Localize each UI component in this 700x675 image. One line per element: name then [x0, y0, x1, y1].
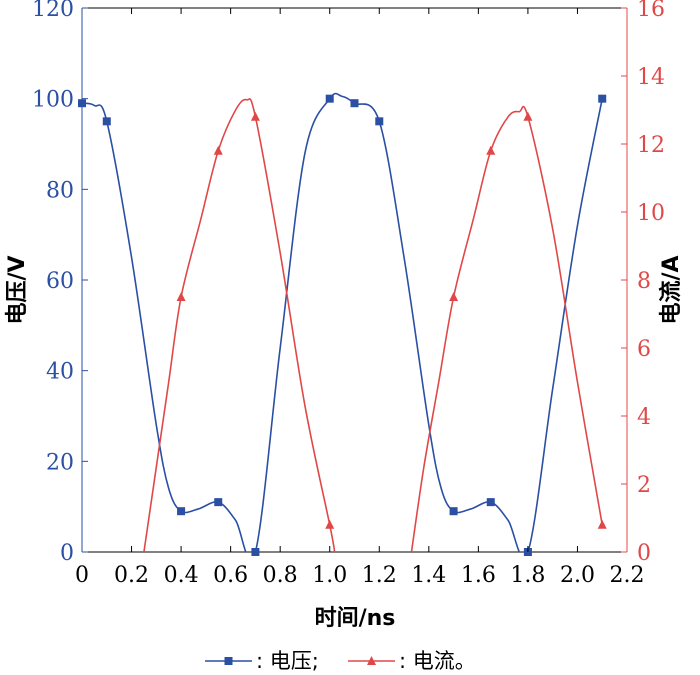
series-line-current	[143, 98, 336, 552]
y-left-tick-label: 100	[32, 88, 74, 113]
series-line-voltage	[82, 92, 604, 552]
data-point-voltage	[325, 94, 334, 103]
x-tick-label: 0.6	[213, 563, 248, 588]
data-point-current	[486, 145, 496, 155]
y-axis-left: 0 20 40 60 80 100 120	[32, 0, 88, 566]
data-point-current	[523, 111, 533, 121]
x-tick-label: 1.4	[411, 563, 446, 588]
y-right-tick-label: 12	[637, 133, 665, 158]
x-axis: 0 0.2 0.4 0.6 0.8 1.0 1.2 1.4 1.6 1.8 2.0 2.2	[75, 8, 645, 588]
x-tick-label: 2.2	[610, 563, 645, 588]
y-left-tick-label: 20	[46, 450, 74, 475]
y-right-tick-label: 0	[637, 541, 651, 566]
y-left-tick-label: 40	[46, 360, 74, 385]
data-point-voltage	[251, 548, 260, 556]
x-tick-label: 0.2	[114, 563, 149, 588]
plot-area	[78, 7, 627, 556]
y-right-tick-label: 16	[637, 0, 665, 22]
data-point-current	[325, 519, 335, 529]
data-point-voltage	[214, 498, 223, 507]
data-point-voltage	[598, 94, 607, 103]
y-left-tick-label: 120	[32, 0, 74, 22]
x-tick-label: 1.2	[362, 563, 397, 588]
y-right-tick-label: 8	[637, 269, 651, 294]
y-right-tick-label: 2	[637, 473, 651, 498]
x-axis-title: 时间/ns	[315, 606, 396, 631]
y-axis-right: 0 2 4 6 8 10 12 14 16	[621, 0, 665, 566]
y-right-tick-label: 10	[637, 201, 665, 226]
x-tick-label: 1.6	[461, 563, 496, 588]
data-point-voltage	[102, 117, 111, 126]
data-point-voltage	[177, 507, 186, 516]
data-point-voltage	[486, 498, 495, 507]
y-left-tick-label: 0	[60, 541, 74, 566]
legend-current-marker	[367, 656, 376, 665]
legend-voltage-marker	[224, 657, 233, 665]
data-point-current	[213, 145, 223, 155]
legend-current-label: : 电流。	[399, 649, 476, 673]
y-axis-right-title: 电流/A	[658, 255, 684, 324]
x-tick-label: 2.0	[560, 563, 595, 588]
legend-voltage-label: : 电压;	[256, 649, 319, 673]
data-point-voltage	[375, 117, 384, 126]
series-line-current	[410, 105, 604, 552]
x-tick-label: 0	[75, 563, 89, 588]
series-voltage	[82, 92, 604, 552]
x-tick-label: 1.8	[510, 563, 545, 588]
series-current	[143, 98, 604, 552]
data-point-current	[250, 111, 260, 121]
y-left-tick-label: 60	[46, 269, 74, 294]
y-right-tick-label: 14	[637, 65, 665, 90]
y-axis-left-title: 电压/V	[5, 255, 30, 324]
data-point-voltage	[350, 99, 359, 108]
data-point-voltage	[449, 507, 458, 516]
y-right-tick-label: 6	[637, 337, 651, 362]
data-point-current	[176, 292, 186, 301]
data-point-current	[597, 519, 607, 529]
y-right-tick-label: 4	[637, 405, 651, 430]
x-tick-label: 0.4	[164, 563, 199, 588]
x-tick-label: 0.8	[263, 563, 298, 588]
x-tick-label: 1.0	[312, 563, 347, 588]
data-point-current	[449, 292, 459, 301]
legend: : 电压; : 电流。	[205, 649, 476, 673]
y-left-tick-label: 80	[46, 178, 74, 203]
